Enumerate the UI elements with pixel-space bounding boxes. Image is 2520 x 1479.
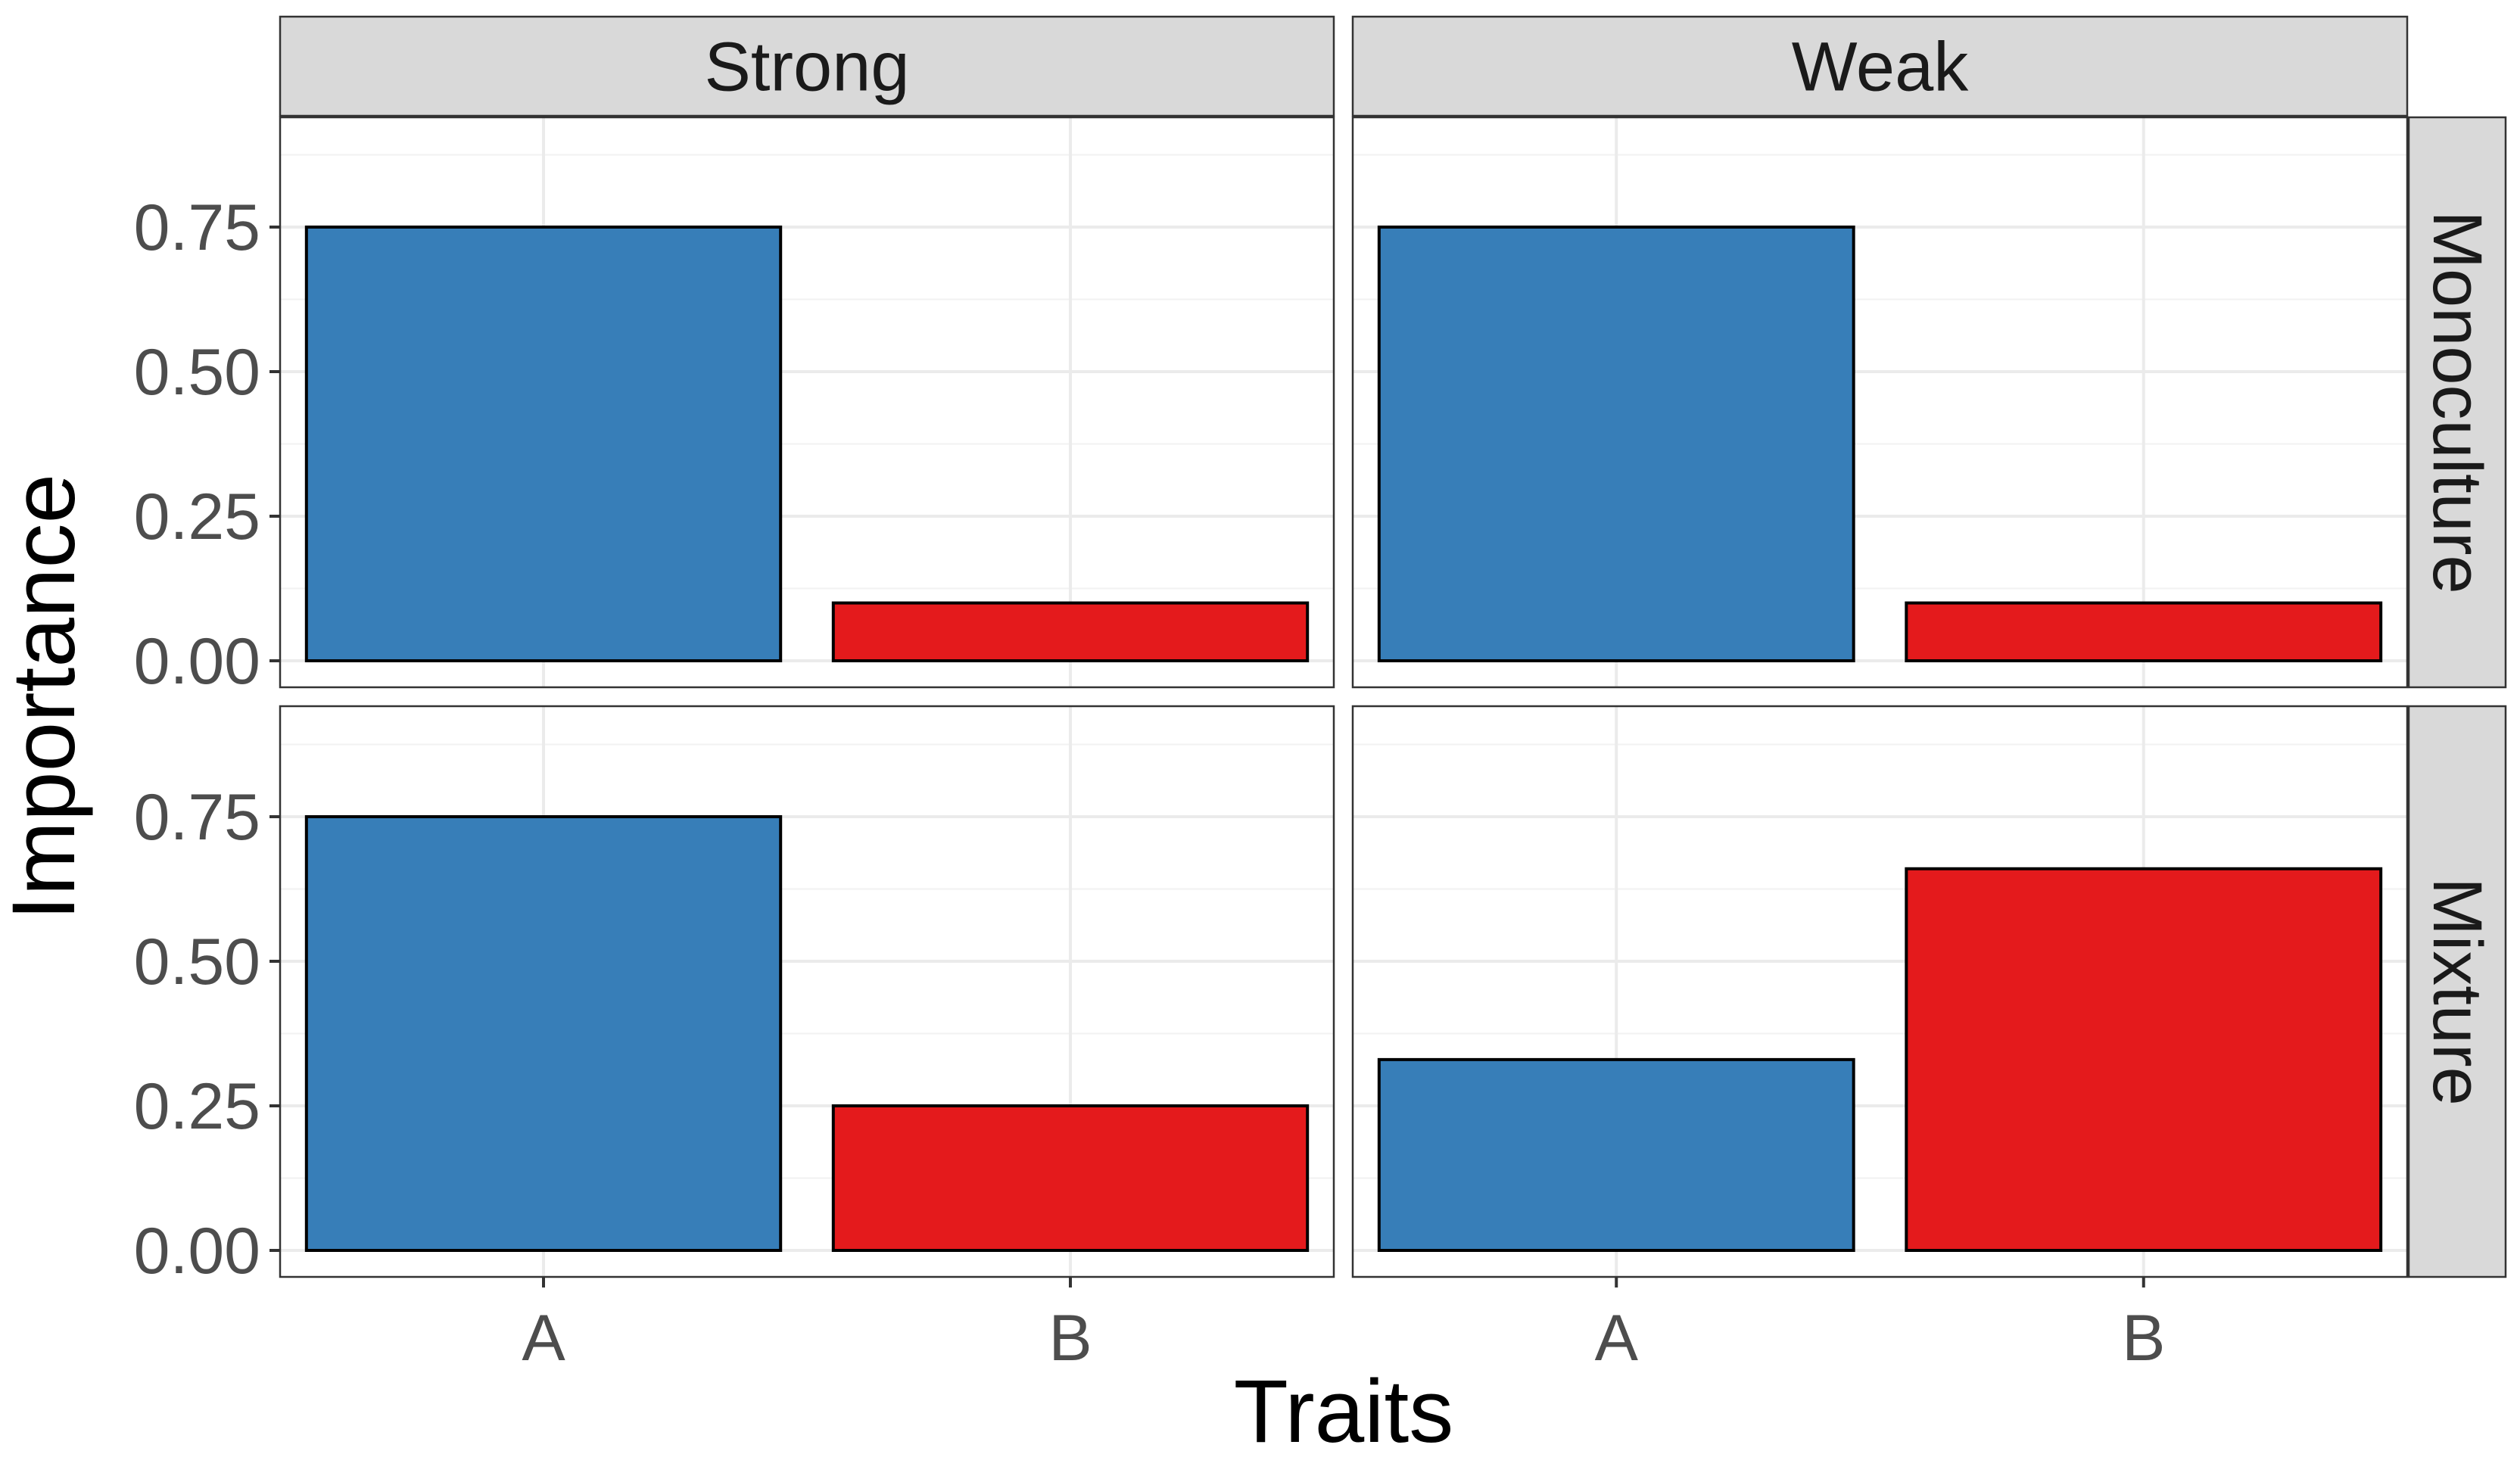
facet-strip-label: Strong	[704, 29, 909, 106]
bar-strong-monoculture-b	[831, 601, 1310, 662]
x-tick-label: B	[1048, 1302, 1092, 1375]
panel-border	[279, 116, 1335, 689]
bar-weak-monoculture-b	[1905, 601, 2383, 662]
facet-strip-label: Mixture	[2419, 877, 2496, 1106]
bar-strong-monoculture-a	[304, 226, 783, 662]
y-tick-label: 0.50	[134, 926, 260, 998]
y-axis-title: Importance	[0, 474, 94, 920]
y-tick-label: 0.00	[134, 625, 260, 698]
bar-weak-mixture-a	[1377, 1057, 1855, 1252]
facet-strip-mixture	[2407, 705, 2507, 1278]
y-tick-label: 0.75	[134, 781, 260, 854]
facet-strip-label: Weak	[1792, 29, 1970, 106]
facet-strip-weak	[1351, 15, 2409, 117]
bar-strong-mixture-b	[831, 1104, 1310, 1252]
y-tick-label: 0.50	[134, 336, 260, 409]
facet-strip-label: Monoculture	[2419, 210, 2496, 593]
y-tick-label: 0.25	[134, 1070, 260, 1143]
x-tick-label: B	[2122, 1302, 2165, 1375]
x-tick-label: A	[522, 1302, 565, 1375]
bar-weak-monoculture-a	[1377, 226, 1855, 662]
panel-border	[279, 705, 1335, 1278]
facet-strip-monoculture	[2407, 116, 2507, 689]
y-tick-label: 0.25	[134, 481, 260, 553]
y-tick-label: 0.75	[134, 191, 260, 264]
x-tick-label: A	[1595, 1302, 1639, 1375]
bar-strong-mixture-a	[304, 815, 783, 1252]
facet-strip-strong	[279, 15, 1335, 117]
panel-border	[1351, 116, 2409, 689]
y-tick-label: 0.00	[134, 1215, 260, 1288]
bar-weak-mixture-b	[1905, 867, 2383, 1252]
panel-border	[1351, 705, 2409, 1278]
x-axis-title: Traits	[1234, 1362, 1454, 1462]
